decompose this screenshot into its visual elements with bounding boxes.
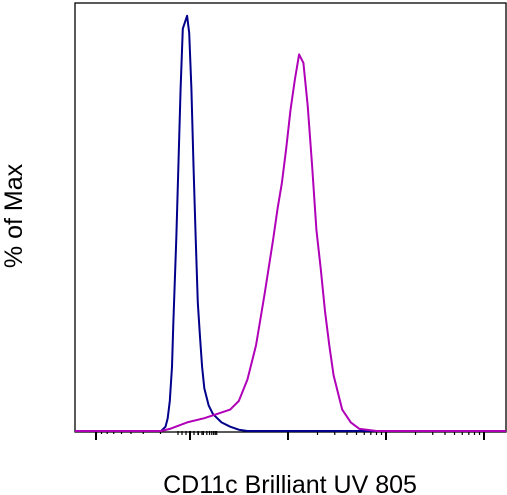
series-layer <box>75 14 506 432</box>
x-axis-label: CD11c Brilliant UV 805 <box>163 471 417 495</box>
series-line-2 <box>75 53 506 432</box>
plot-frame <box>74 2 507 433</box>
y-axis-label: % of Max <box>0 163 28 268</box>
series-line-1 <box>75 14 506 432</box>
